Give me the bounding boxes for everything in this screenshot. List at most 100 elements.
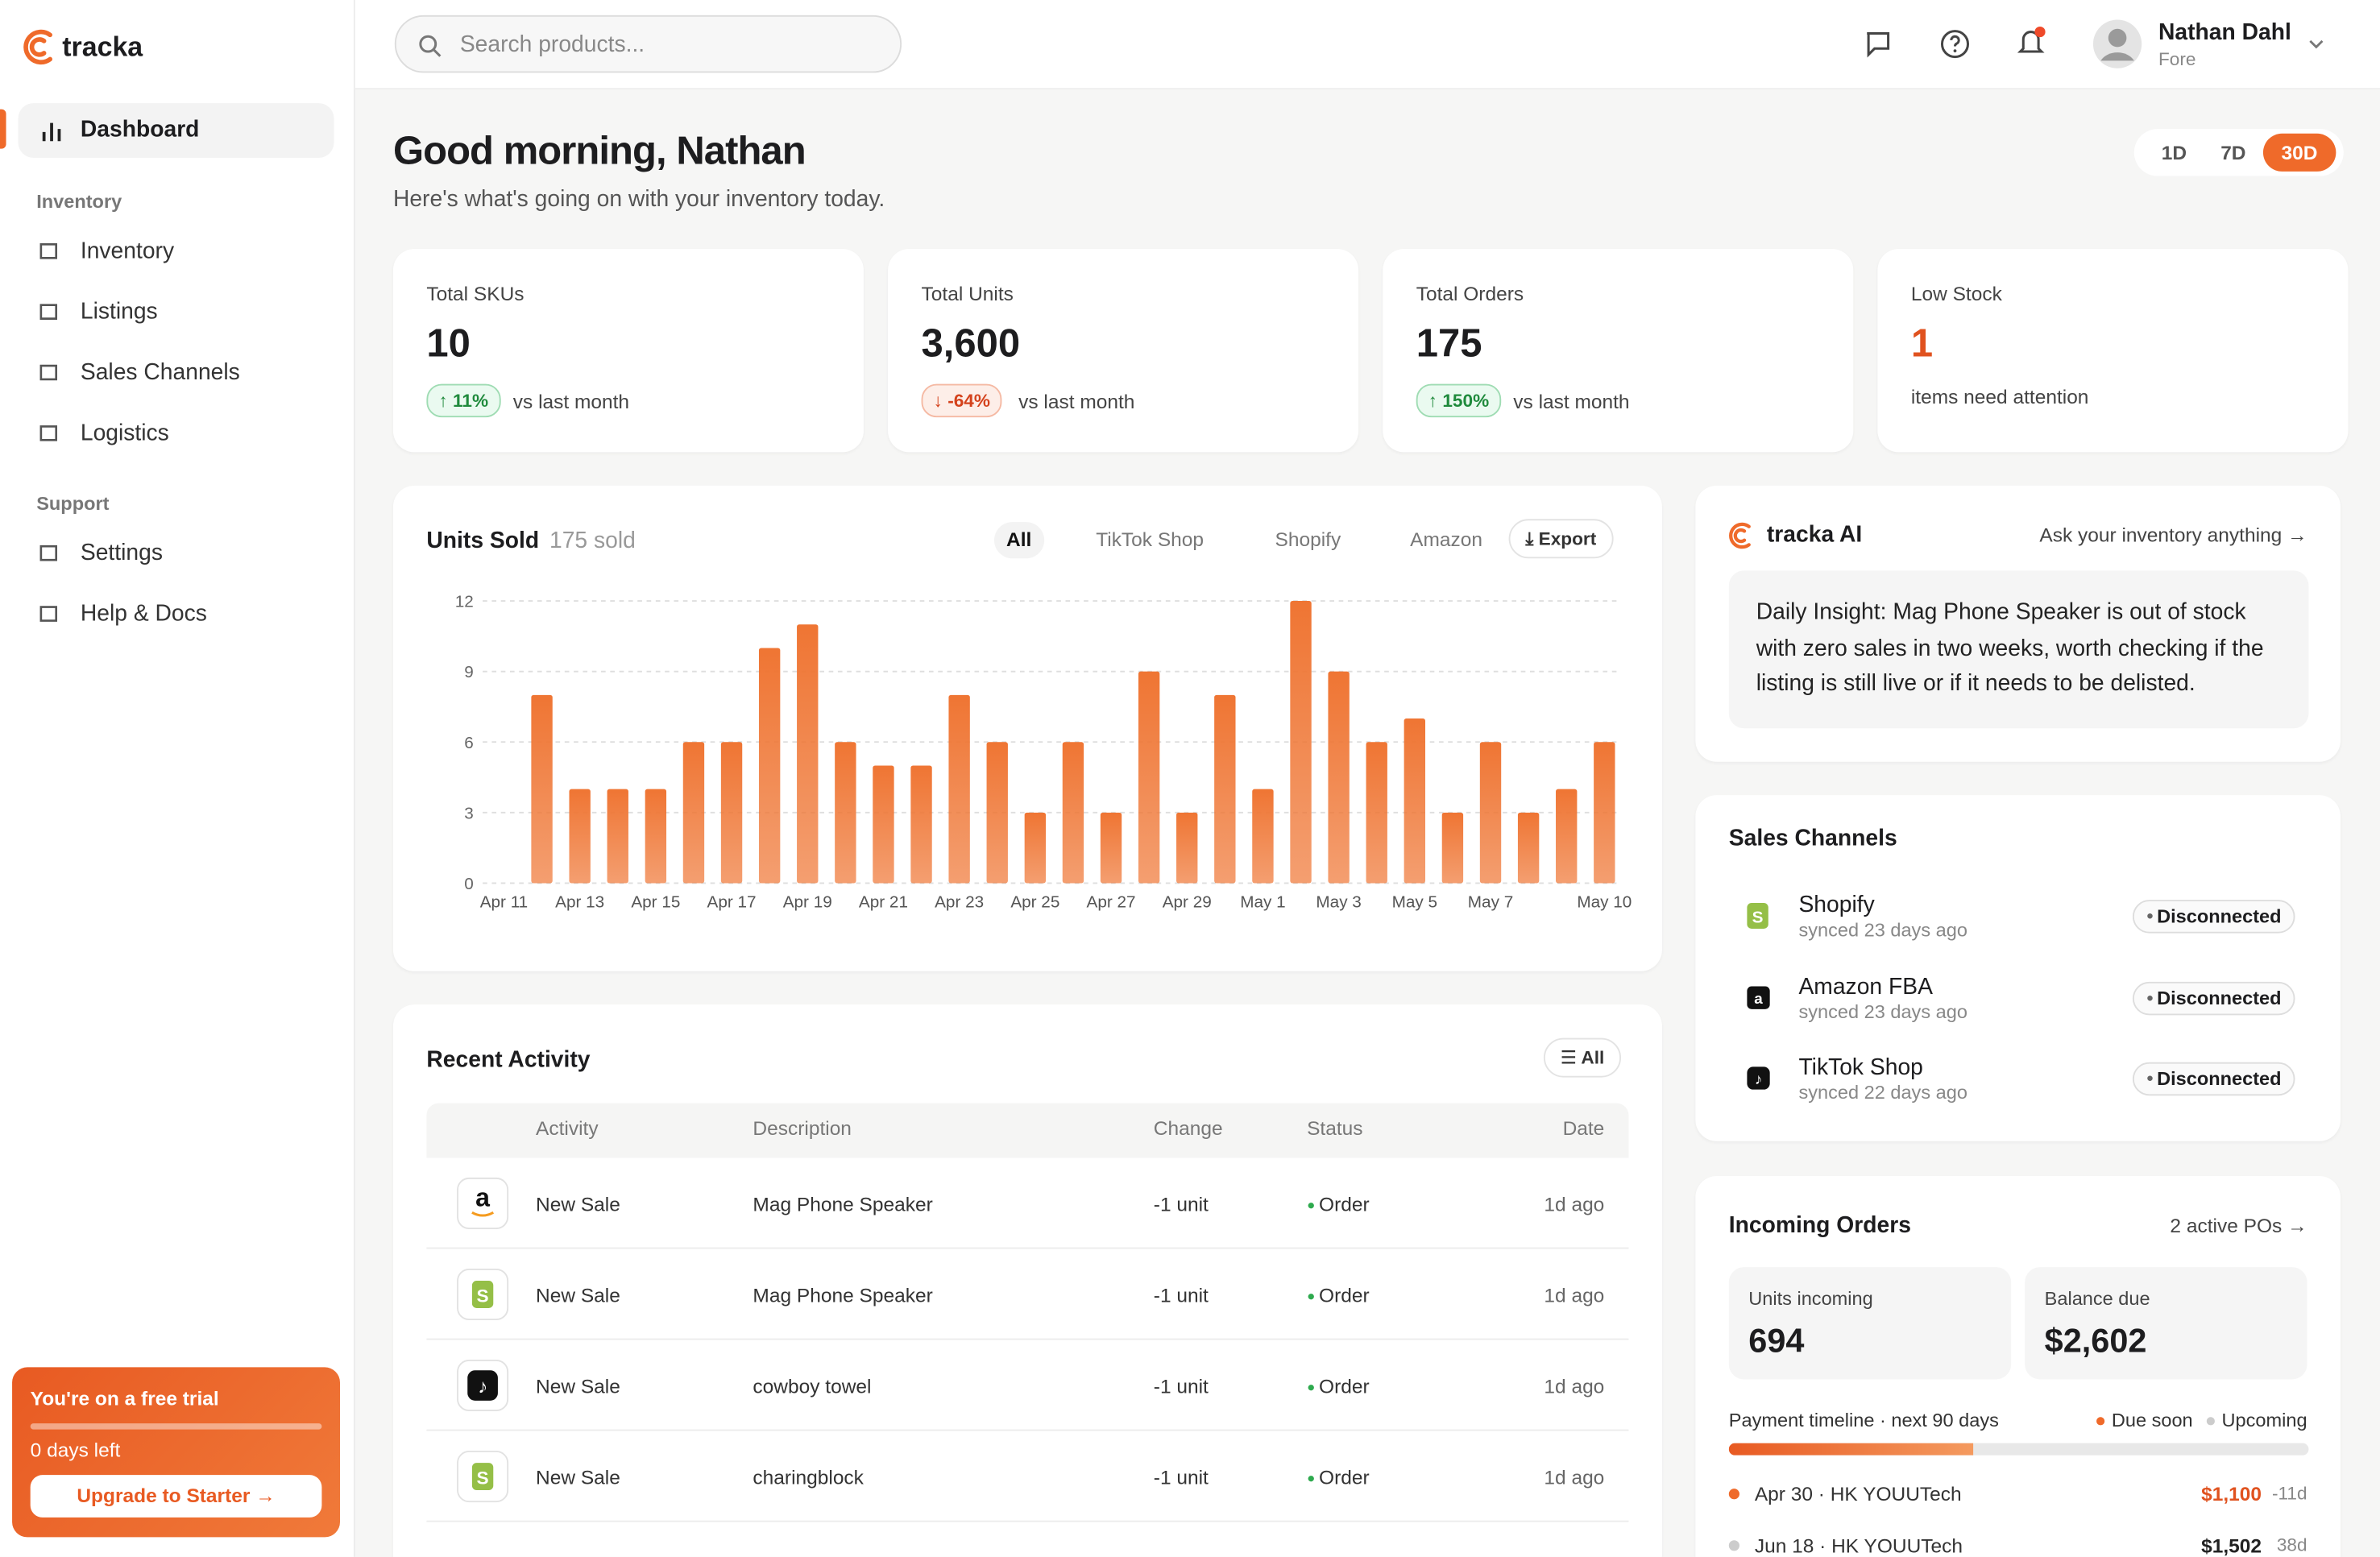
bar — [948, 694, 970, 884]
y-tick-label: 0 — [464, 875, 474, 893]
nav-item[interactable]: Sales Channels — [36, 359, 240, 386]
topbar: Search products... Nathan Dahl Fore — [355, 0, 2380, 90]
upgrade-button[interactable]: Upgrade to Starter → — [30, 1475, 322, 1518]
status-label: Disconnected — [2157, 987, 2282, 1008]
kpi-card: Total SKUs 10 ↑ 11% vs last month — [392, 248, 864, 453]
bar — [531, 694, 553, 884]
channel-status[interactable]: ● Disconnected — [2132, 900, 2295, 934]
ai-link[interactable]: Ask your inventory anything → — [2039, 523, 2307, 547]
y-tick-label: 3 — [464, 804, 474, 822]
nav-label: Inventory — [80, 238, 175, 264]
source-logo: S — [471, 1281, 494, 1308]
chat-icon[interactable] — [1863, 29, 1893, 60]
source-logo: S — [471, 1463, 494, 1491]
nav-item[interactable]: Listings — [36, 299, 158, 325]
nav-item[interactable]: Inventory — [36, 238, 174, 264]
channel-logo: S — [1747, 902, 1768, 929]
status-dot: ● — [2146, 909, 2158, 923]
bar — [682, 742, 705, 884]
chart: 0 3 6 9 12 Apr 11 Apr 13 Apr 15 Apr 17 Apr 19 Apr … — [455, 593, 1632, 912]
range-option[interactable]: 30D — [2262, 133, 2336, 172]
kpi-change: ↑ 11% — [426, 383, 501, 418]
cell: -1 unit — [1153, 1374, 1209, 1398]
status-label: Order — [1319, 1374, 1370, 1398]
trial-days: 0 days left — [30, 1438, 121, 1462]
channel-logo: a — [1747, 985, 1770, 1008]
logo-icon — [23, 29, 52, 64]
legend-item: ● Due soon — [2095, 1410, 2193, 1431]
kpi-note: items need attention — [1910, 385, 2089, 408]
chevron[interactable] — [2307, 36, 2326, 52]
x-tick-label: May 5 — [1392, 893, 1437, 912]
chart-filter[interactable]: TikTok Shop — [1096, 528, 1205, 551]
balance-value: $2,602 — [2044, 1321, 2147, 1360]
status-dot: ● — [2146, 990, 2158, 1004]
x-tick-label: Apr 21 — [859, 893, 908, 912]
nav-item[interactable]: Help & Docs — [36, 601, 207, 627]
nav-item[interactable]: Settings — [36, 540, 163, 566]
bar — [607, 789, 628, 884]
activity-filter-label: All — [1581, 1046, 1605, 1069]
icon-glyph — [39, 364, 58, 381]
icon — [36, 540, 62, 566]
kpi-label: Low Stock — [1910, 282, 2002, 305]
x-tick-label: Apr 15 — [631, 893, 680, 912]
units-box: Units incoming 694 — [1728, 1267, 2012, 1380]
x-tick-label: Apr 19 — [783, 893, 832, 912]
icon-glyph — [39, 545, 58, 561]
icon — [36, 359, 62, 385]
x-tick-label: Apr 25 — [1010, 893, 1059, 912]
channel-status[interactable]: ● Disconnected — [2132, 1062, 2295, 1096]
icon-glyph — [39, 242, 58, 259]
cell: Mag Phone Speaker — [753, 1192, 933, 1216]
icon — [42, 122, 61, 142]
range-toggle: 1D 7D 30D — [2133, 129, 2344, 176]
bar — [1062, 742, 1084, 884]
kpi-value: 10 — [426, 320, 471, 366]
cell: Mag Phone Speaker — [753, 1283, 933, 1307]
svg-text:a: a — [1754, 989, 1763, 1006]
timeline-fill — [1728, 1443, 1974, 1456]
timeline-label: Payment timeline · next 90 days — [1728, 1410, 1999, 1431]
kpi-value: 175 — [1416, 320, 1482, 366]
range-option[interactable]: 1D — [2161, 141, 2187, 164]
kpi-note: vs last month — [1513, 390, 1630, 413]
payment-dot — [1728, 1489, 1739, 1500]
activity-filter[interactable]: ☰ All — [1543, 1037, 1622, 1078]
chart-filter[interactable]: All — [993, 522, 1044, 559]
channel-status[interactable]: ● Disconnected — [2132, 980, 2295, 1015]
bar — [1024, 812, 1047, 884]
export-label: Export — [1538, 528, 1597, 549]
bar — [1594, 742, 1615, 884]
nav-dashboard[interactable]: Dashboard — [18, 103, 334, 158]
kpi-change: ↑ 150% — [1416, 383, 1502, 418]
nav-item[interactable]: Logistics — [36, 420, 169, 446]
nav-label: Listings — [80, 299, 158, 325]
kpi-note: vs last month — [1018, 390, 1135, 413]
cell-date: 1d ago — [1544, 1192, 1605, 1216]
search[interactable]: Search products... — [394, 14, 902, 73]
chart-filter[interactable]: Shopify — [1275, 528, 1341, 551]
active-indicator — [0, 109, 6, 149]
units-value: 694 — [1748, 1321, 1805, 1360]
status-dot: ● — [1307, 1197, 1320, 1213]
channel-icon: ♪ — [1743, 1062, 1775, 1095]
nav-label: Sales Channels — [80, 359, 240, 386]
x-tick-label: Apr 23 — [935, 893, 984, 912]
greeting-title: Good morning, Nathan — [392, 127, 806, 173]
chart-filter[interactable]: Amazon — [1410, 528, 1483, 551]
bell-icon[interactable] — [2016, 24, 2049, 57]
avatar[interactable] — [2092, 19, 2143, 70]
export-button[interactable]: ⤓ Export — [1508, 519, 1613, 559]
incoming-link[interactable]: 2 active POs → — [2170, 1214, 2307, 1237]
payment-label: Jun 18 · HK YOUUTech — [1754, 1534, 1963, 1557]
channel-logo: ♪ — [1747, 1066, 1770, 1090]
column-header: Activity — [536, 1116, 599, 1140]
source-logo: a — [471, 1183, 495, 1217]
x-tick-label: Apr 13 — [555, 893, 604, 912]
help-icon[interactable] — [1940, 29, 1971, 60]
cell: New Sale — [536, 1374, 620, 1398]
row-icon: ♪ — [457, 1360, 509, 1412]
legend-label: Upcoming — [2221, 1410, 2307, 1431]
range-option[interactable]: 7D — [2220, 141, 2246, 164]
